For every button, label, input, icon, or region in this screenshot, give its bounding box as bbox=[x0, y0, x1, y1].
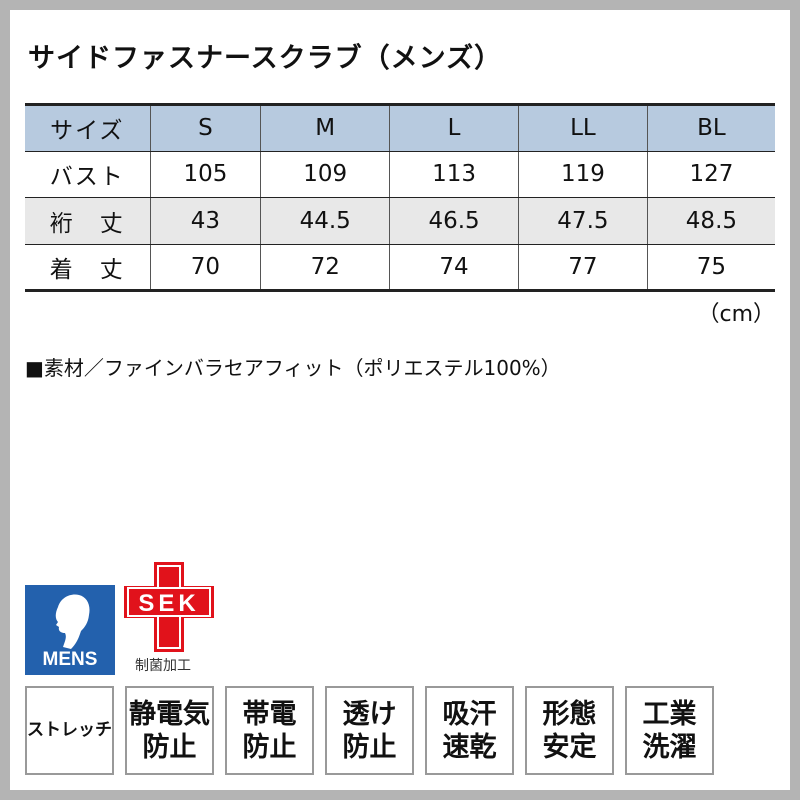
row-label: 裄 丈 bbox=[25, 197, 150, 245]
badge-line: 帯電 bbox=[242, 698, 297, 730]
mens-label: MENS bbox=[42, 649, 98, 670]
page-title: サイドファスナースクラブ（メンズ） bbox=[28, 43, 503, 74]
table-row: 着 丈 70 72 74 77 75 bbox=[25, 244, 775, 291]
table-cell: 47.5 bbox=[517, 197, 648, 245]
header-cell: BL bbox=[646, 104, 775, 152]
badge-static-prevention: 帯電 防止 bbox=[225, 686, 314, 775]
table-row: 裄 丈 43 44.5 46.5 47.5 48.5 bbox=[25, 197, 775, 245]
badge-line: ストレッチ bbox=[27, 720, 112, 740]
table-cell: 113 bbox=[389, 151, 519, 198]
badge-line: 静電気 bbox=[129, 698, 210, 730]
material-text: ■素材／ファインバラセアフィット（ポリエステル100%） bbox=[25, 356, 561, 380]
badge-stretch: ストレッチ bbox=[25, 686, 114, 775]
badge-line: 防止 bbox=[242, 731, 297, 763]
header-cell: サイズ bbox=[25, 104, 150, 152]
table-cell: 48.5 bbox=[646, 197, 775, 245]
table-cell: 109 bbox=[260, 151, 390, 198]
badge-line: 洗濯 bbox=[642, 731, 697, 763]
table-cell: 43 bbox=[149, 197, 261, 245]
unit-label: （cm） bbox=[697, 302, 775, 327]
badge-industrial-wash: 工業 洗濯 bbox=[625, 686, 714, 775]
header-cell: L bbox=[389, 104, 519, 152]
header-cell: LL bbox=[517, 104, 648, 152]
badge-anti-see-through: 透け 防止 bbox=[325, 686, 414, 775]
table-cell: 46.5 bbox=[389, 197, 519, 245]
badge-line: 防止 bbox=[342, 731, 397, 763]
sek-caption: 制菌加工 bbox=[135, 658, 191, 674]
table-cell: 77 bbox=[517, 244, 648, 291]
sek-cross-icon: SEK bbox=[124, 562, 214, 652]
table-cell: 70 bbox=[149, 244, 261, 291]
head-silhouette-icon bbox=[55, 594, 90, 649]
badge-shape-stable: 形態 安定 bbox=[525, 686, 614, 775]
badge-line: 工業 bbox=[642, 698, 697, 730]
badge-line: 吸汗 bbox=[442, 698, 497, 730]
badge-quick-dry: 吸汗 速乾 bbox=[425, 686, 514, 775]
header-cell: M bbox=[260, 104, 390, 152]
table-cell: 127 bbox=[646, 151, 775, 198]
sek-label: SEK bbox=[138, 590, 199, 617]
size-table: サイズ S M L LL BL バスト 105 109 113 119 127 … bbox=[25, 103, 775, 292]
row-label: バスト bbox=[25, 151, 150, 198]
table-cell: 74 bbox=[389, 244, 519, 291]
table-cell: 119 bbox=[517, 151, 648, 198]
table-cell: 44.5 bbox=[260, 197, 390, 245]
badge-line: 安定 bbox=[542, 731, 597, 763]
badge-line: 形態 bbox=[542, 698, 597, 730]
badge-line: 透け bbox=[342, 698, 397, 730]
table-cell: 75 bbox=[646, 244, 775, 291]
header-cell: S bbox=[149, 104, 261, 152]
table-row: バスト 105 109 113 119 127 bbox=[25, 151, 775, 198]
table-cell: 72 bbox=[260, 244, 390, 291]
badge-line: 速乾 bbox=[442, 731, 497, 763]
mens-icon: MENS bbox=[25, 585, 115, 675]
badge-antistatic: 静電気 防止 bbox=[125, 686, 214, 775]
table-cell: 105 bbox=[149, 151, 261, 198]
table-header-row: サイズ S M L LL BL bbox=[25, 104, 775, 152]
row-label: 着 丈 bbox=[25, 244, 150, 291]
badge-line: 防止 bbox=[142, 731, 197, 763]
